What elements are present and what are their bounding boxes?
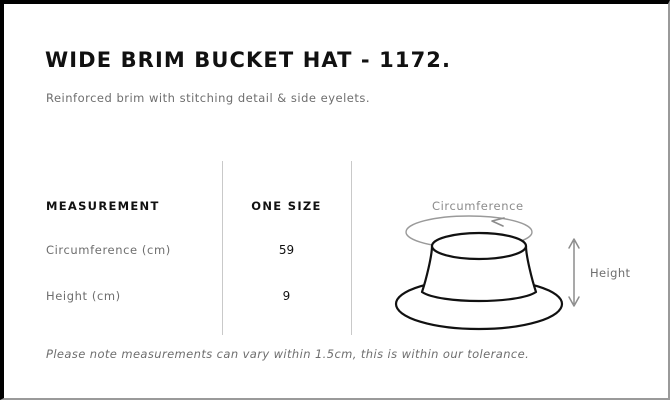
table-divider-right [351, 161, 352, 335]
tolerance-note: Please note measurements can vary within… [46, 347, 530, 361]
card-inner: WIDE BRIM BUCKET HAT - 1172. Reinforced … [4, 4, 668, 398]
hat-crown-top-shape [430, 231, 528, 261]
page-title: WIDE BRIM BUCKET HAT - 1172. [45, 48, 452, 72]
height-label: Height [590, 266, 631, 280]
page-subtitle: Reinforced brim with stitching detail & … [46, 91, 371, 105]
bucket-hat-diagram: Circumference Height [364, 184, 664, 334]
table-row-value-circumference: 59 [278, 243, 295, 257]
circumference-arrowhead-icon [491, 217, 505, 227]
height-arrow-head-top-icon [568, 238, 580, 249]
circumference-label: Circumference [432, 199, 524, 213]
column-header-measurement: MEASUREMENT [46, 199, 160, 213]
column-header-one-size: ONE SIZE [251, 199, 322, 213]
hat-crown-shape [420, 244, 538, 303]
table-divider-left [222, 161, 223, 335]
height-arrow-head-bottom-icon [568, 296, 580, 307]
table-row-value-height: 9 [282, 289, 291, 303]
table-row-label-height: Height (cm) [46, 289, 121, 303]
table-row-label-circumference: Circumference (cm) [46, 243, 171, 257]
